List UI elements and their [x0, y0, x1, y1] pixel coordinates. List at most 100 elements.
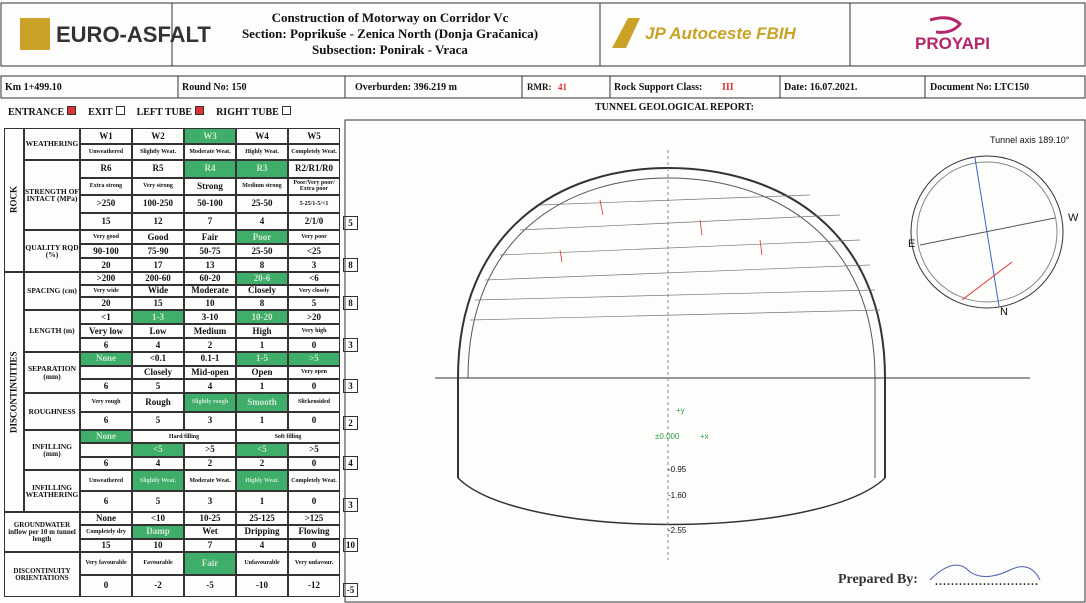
points: 6	[80, 456, 132, 470]
rating-cell: Poor/Very poor/ Extra poor	[288, 177, 340, 195]
rating-cell: <1	[80, 310, 132, 324]
rating-cell: Extra strong	[80, 177, 132, 195]
rating-cell: Mid-open	[184, 365, 236, 380]
signature-line: ..........................	[935, 574, 1039, 588]
points: -2	[132, 574, 184, 597]
info-frame	[0, 75, 1086, 99]
tunnel-profile	[435, 150, 1030, 560]
plus-y: +y	[676, 406, 685, 415]
points: 15	[80, 538, 132, 552]
group-label: ROCK	[4, 128, 24, 272]
parameter-label: DISCONTINUITY ORIENTATIONS	[4, 552, 80, 597]
rating-cell: Very favourable	[80, 552, 132, 575]
title-line: Section: Poprikuše - Zenica North (Donja…	[241, 26, 539, 41]
round: Round No: 150	[182, 82, 247, 93]
parameter-label: LENGTH (m)	[24, 310, 80, 352]
checkbox	[195, 106, 205, 115]
rating-cell: Smooth	[236, 393, 288, 412]
points: 13	[184, 258, 236, 272]
header-frame	[0, 2, 1086, 67]
points: 1	[236, 379, 288, 393]
rating-cell: Medium	[184, 324, 236, 338]
rating-cell: Low	[132, 324, 184, 338]
rmr: 41	[558, 82, 567, 92]
rating-cell: W3	[184, 128, 236, 144]
points: 4	[184, 379, 236, 393]
rating-cell: Moderate	[184, 284, 236, 298]
points: 0	[80, 574, 132, 597]
rating-cell: Slightly rough	[184, 393, 236, 412]
document-no: Document No: LTC150	[930, 82, 1030, 93]
rating-cell: Slightly Weat.	[132, 470, 184, 491]
km: Km 1+499.10	[5, 82, 62, 93]
group-label: DISCONTINUITIES	[4, 272, 24, 512]
points: 7	[184, 212, 236, 230]
rating-cell: High	[236, 324, 288, 338]
rating-cell: Very wide	[80, 284, 132, 298]
rmr-label: RMR:	[527, 82, 552, 92]
rating-cell: R2/R1/R0	[288, 160, 340, 178]
rating-cell: Medium strong	[236, 177, 288, 195]
points: 20	[80, 297, 132, 310]
rating-cell: >5	[184, 443, 236, 457]
points: 3	[184, 411, 236, 430]
score: 3	[343, 379, 358, 393]
score: 4	[343, 456, 358, 470]
rating-cell: Good	[132, 230, 184, 244]
rating-cell: Strong	[184, 177, 236, 195]
compass	[910, 155, 1064, 309]
rating-cell: 1-3	[132, 310, 184, 324]
plus-x: +x	[700, 432, 709, 441]
points: 0	[288, 491, 340, 512]
rating-cell: 1-5	[236, 352, 288, 366]
west: W	[1068, 212, 1079, 224]
level: -0.95	[668, 465, 687, 474]
parameter-label: INFILLING WEATHERING	[24, 470, 80, 512]
rating-cell: Moderate Weat.	[184, 470, 236, 491]
rating-cell: 90-100	[80, 244, 132, 258]
parameter-label: INFILLING (mm)	[24, 430, 80, 470]
rating-cell: Completely Weat.	[288, 144, 340, 160]
rating-cell: >200	[80, 272, 132, 285]
points: 2	[236, 456, 288, 470]
rating-cell: Unweathered	[80, 470, 132, 491]
rating-cell: Slightly Weat.	[132, 144, 184, 160]
checkbox	[281, 106, 291, 115]
rating-cell: Very strong	[132, 177, 184, 195]
rating-cell: Favourable	[132, 552, 184, 575]
level: -1.60	[668, 491, 687, 500]
logo-mark	[20, 18, 50, 50]
rating-cell: Moderate Weat.	[184, 144, 236, 160]
prepared-by: Prepared By:	[838, 572, 918, 587]
score: 5	[343, 216, 358, 230]
rating-cell: 20-6	[236, 272, 288, 285]
rating-cell: R3	[236, 160, 288, 178]
score: -5	[343, 583, 358, 597]
points: -12	[288, 574, 340, 597]
rating-cell: R5	[132, 160, 184, 178]
rating-cell: W1	[80, 128, 132, 144]
signature	[929, 564, 1041, 581]
rating-cell: >250	[80, 195, 132, 213]
points: 2	[184, 456, 236, 470]
rating-cell: <5	[236, 443, 288, 457]
points: 10	[132, 538, 184, 552]
score: 3	[343, 338, 358, 352]
points: 5	[132, 411, 184, 430]
report-title: TUNNEL GEOLOGICAL REPORT:	[595, 102, 754, 113]
points: 0	[288, 379, 340, 393]
consultant: PROYAPI	[915, 34, 990, 53]
drawing-frame	[344, 119, 1086, 603]
points: 8	[236, 258, 288, 272]
rating-cell: 10-20	[236, 310, 288, 324]
checkbox	[67, 106, 77, 115]
points: 2	[184, 338, 236, 352]
points: -10	[236, 574, 288, 597]
rating-cell: 5-25/1-5/<1	[288, 195, 340, 213]
points: 1	[236, 338, 288, 352]
tube-label: RIGHT TUBE	[216, 107, 279, 118]
rating-cell: <5	[132, 443, 184, 457]
rating-cell: >5	[288, 443, 340, 457]
